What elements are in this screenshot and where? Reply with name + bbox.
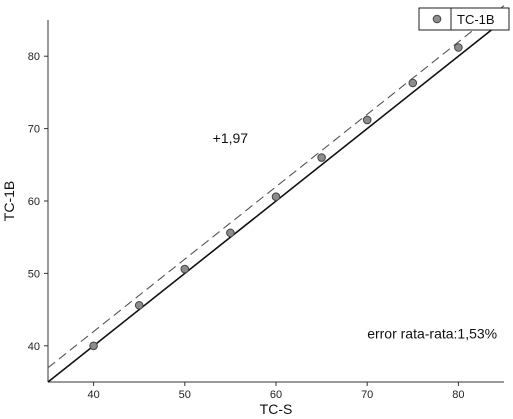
data-point bbox=[454, 43, 463, 52]
data-point bbox=[134, 300, 144, 310]
data-point bbox=[180, 264, 190, 274]
x-tick-label: 60 bbox=[270, 389, 282, 401]
y-tick-label: 50 bbox=[28, 268, 40, 280]
data-point bbox=[362, 115, 372, 125]
data-points bbox=[89, 43, 463, 351]
y-tick-label: 80 bbox=[28, 51, 40, 63]
legend-marker bbox=[432, 14, 442, 24]
offset-dashed-line bbox=[47, 5, 505, 369]
reference-lines bbox=[47, 5, 505, 383]
x-tick-label: 50 bbox=[179, 389, 191, 401]
y-tick-label: 70 bbox=[28, 124, 40, 136]
legend-label: TC-1B bbox=[457, 12, 495, 27]
y-axis-ticks: 40 50 60 70 80 bbox=[28, 51, 48, 353]
error-annotation: error rata-rata:1,53% bbox=[367, 326, 497, 342]
legend-box bbox=[418, 7, 510, 31]
x-axis-ticks: 40 50 60 70 80 bbox=[87, 382, 465, 401]
data-point bbox=[226, 228, 235, 238]
x-tick-label: 70 bbox=[361, 389, 373, 401]
y-axis-title: TC-1B bbox=[1, 181, 17, 221]
y-tick-label: 40 bbox=[28, 341, 40, 353]
x-tick-label: 40 bbox=[87, 389, 99, 401]
data-point bbox=[89, 341, 98, 351]
x-axis-title: TC-S bbox=[260, 401, 293, 417]
annotations: +1,97 error rata-rata:1,53% bbox=[213, 130, 497, 341]
y-tick-label: 60 bbox=[28, 196, 40, 208]
data-point bbox=[271, 192, 281, 201]
identity-line bbox=[47, 19, 505, 383]
x-tick-label: 80 bbox=[452, 389, 464, 401]
data-point bbox=[317, 153, 326, 162]
data-point bbox=[408, 78, 418, 88]
legend: TC-1B bbox=[418, 7, 510, 31]
offset-annotation: +1,97 bbox=[213, 130, 249, 146]
